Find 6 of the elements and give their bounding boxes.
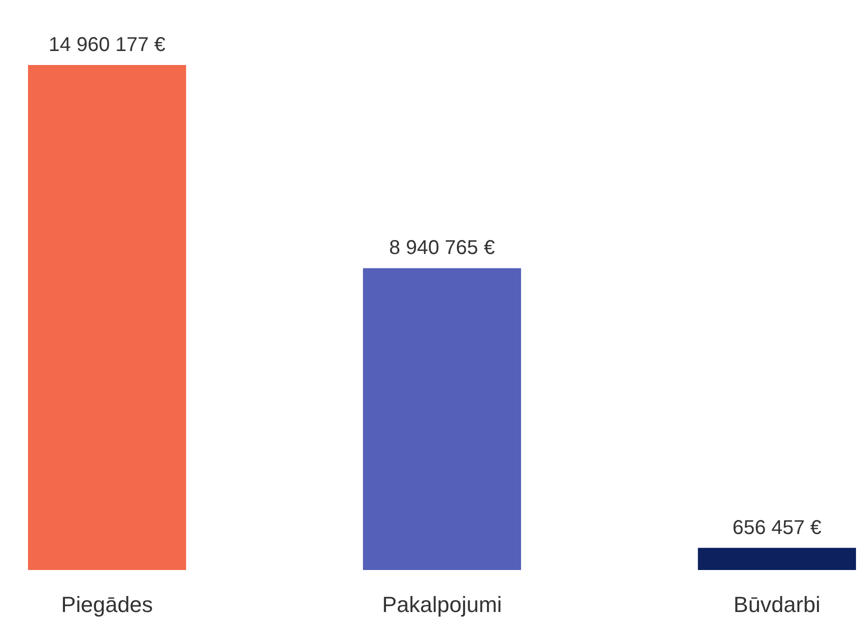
x-tick-label: Piegādes xyxy=(61,592,153,617)
data-label: 14 960 177 € xyxy=(48,34,166,56)
x-tick-label: Pakalpojumi xyxy=(382,592,502,617)
data-label: 8 940 765 € xyxy=(389,237,495,260)
x-tick-label: Būvdarbi xyxy=(734,592,820,617)
data-label: 656 457 € xyxy=(732,516,822,539)
